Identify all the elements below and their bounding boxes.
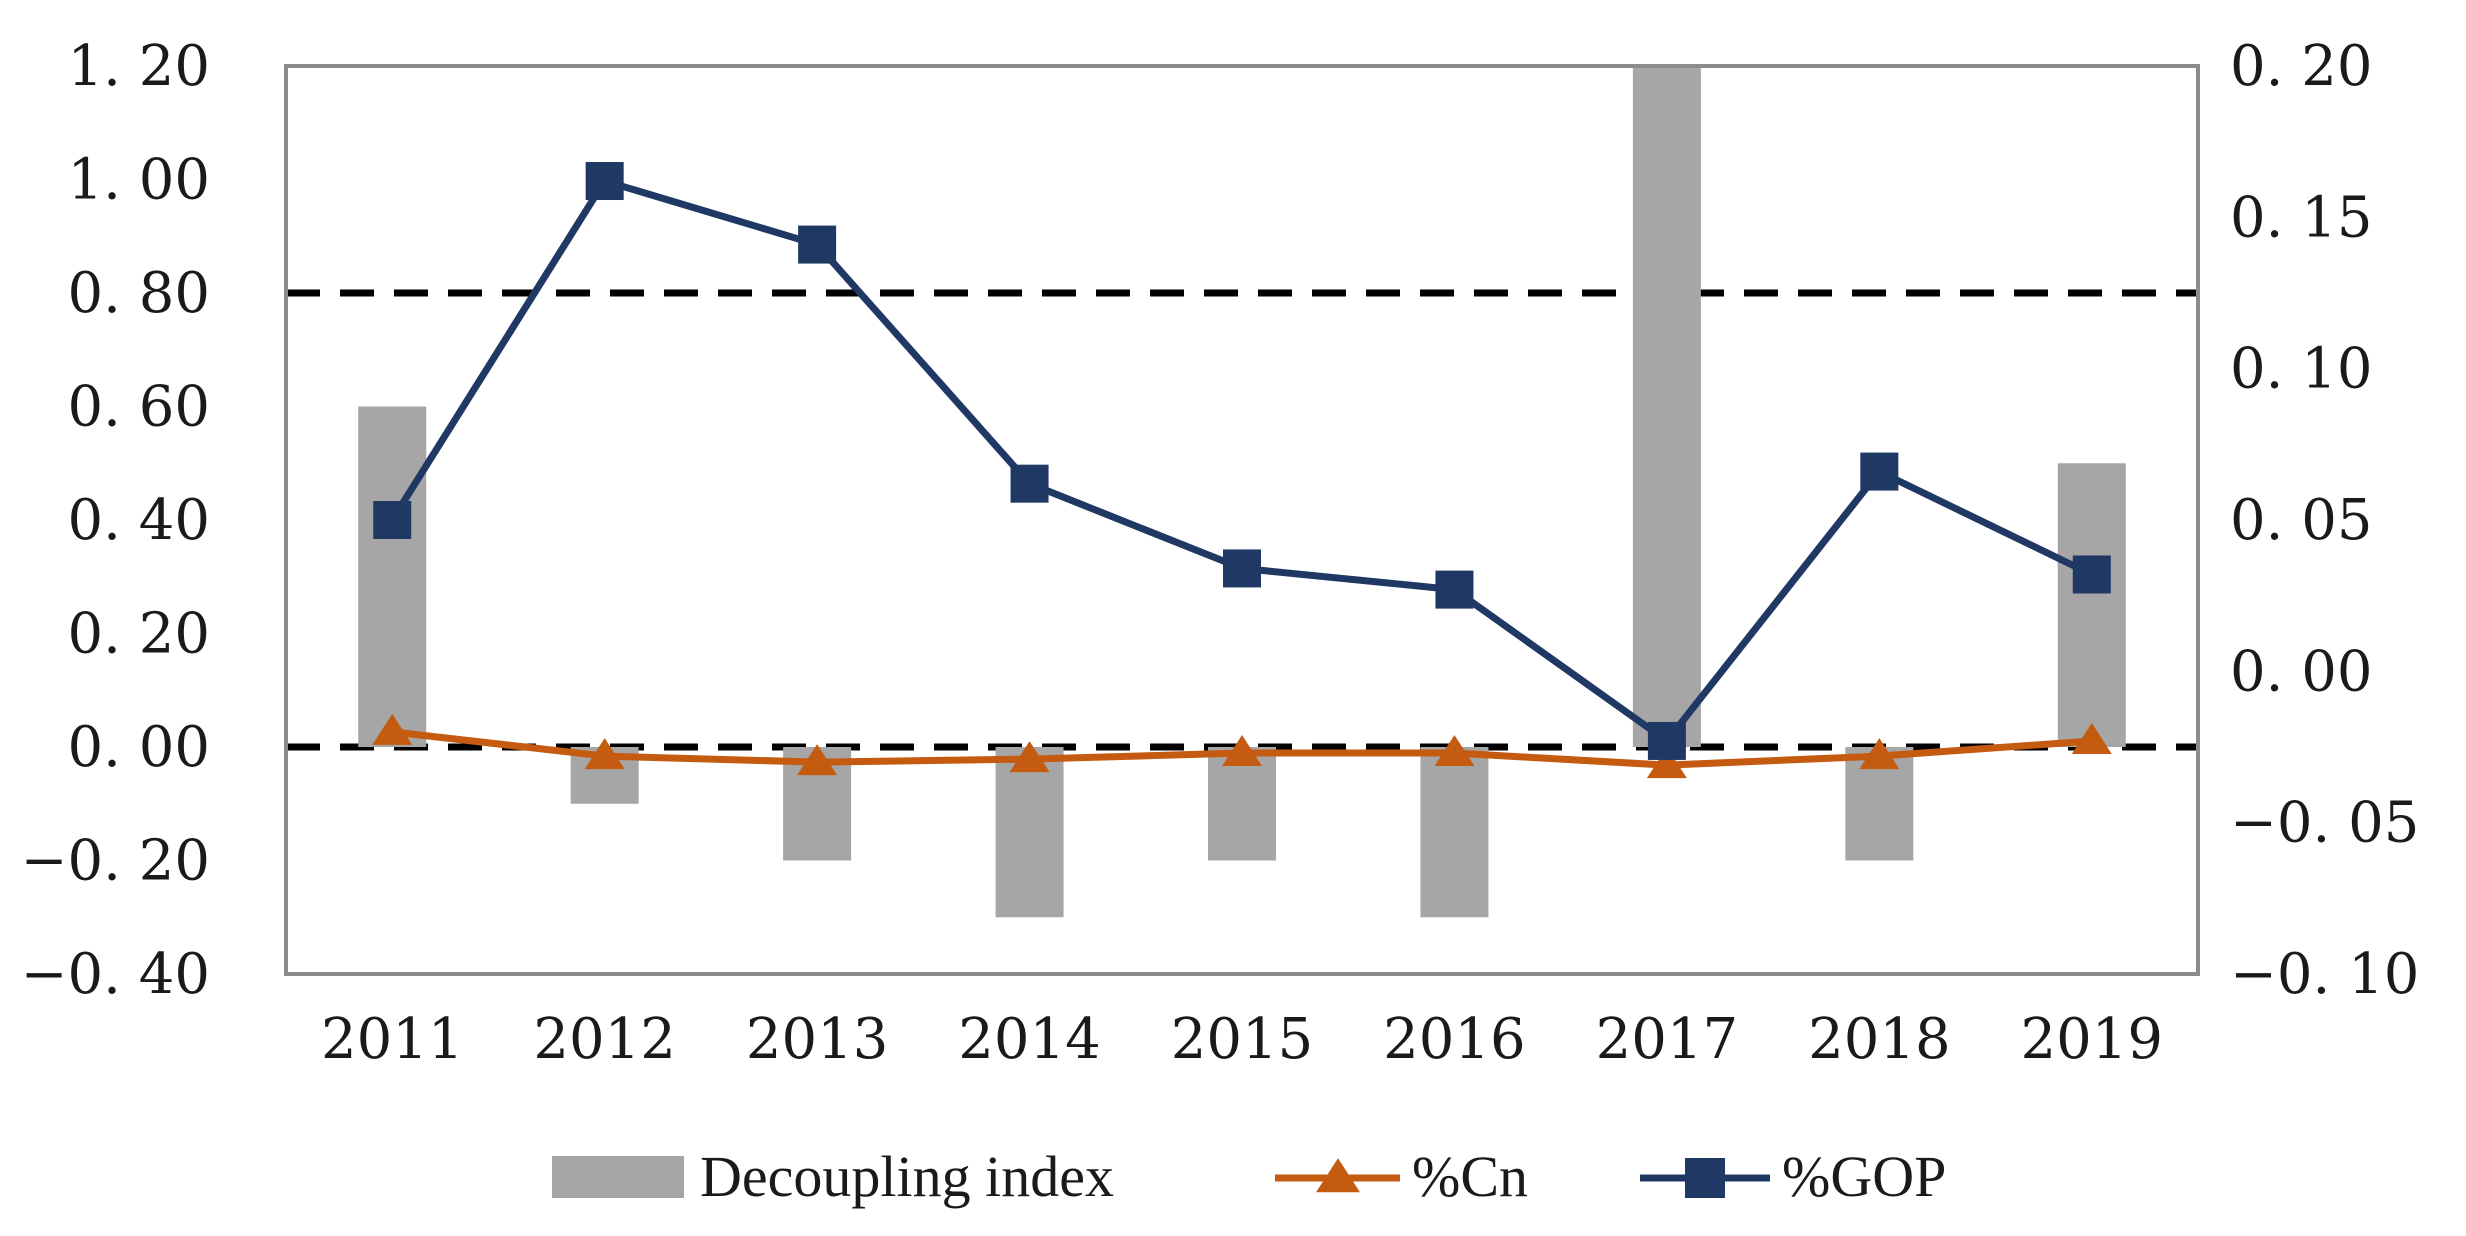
lines-layer (372, 162, 2112, 779)
left-tick-label: 0. 00 (68, 715, 211, 780)
marker-cn-2014 (1009, 741, 1050, 773)
marker-gop-2016 (1435, 570, 1474, 609)
x-tick-label: 2014 (958, 1007, 1101, 1072)
marker-gop-2018 (1860, 452, 1899, 491)
right-tick-label: 0. 00 (2230, 639, 2373, 704)
x-tick-label: 2013 (746, 1007, 889, 1072)
legend-label-gop: %GOP (1782, 1144, 1946, 1209)
legend: Decoupling index %Cn %GOP (552, 1144, 1946, 1209)
marker-gop-2014 (1010, 464, 1049, 503)
marker-cn-2019 (2071, 722, 2112, 754)
bar-2016 (1420, 747, 1489, 918)
x-tick-label: 2011 (321, 1007, 464, 1072)
left-tick-label: 1. 00 (68, 148, 211, 213)
marker-gop-2015 (1223, 549, 1261, 588)
right-tick-label: 0. 05 (2230, 488, 2373, 553)
legend-marker-cn (1316, 1158, 1360, 1193)
right-axis-labels: −0. 10 −0. 05 0. 00 0. 05 0. 10 0. 15 0. 20 (2230, 34, 2419, 1007)
right-tick-label: 0. 15 (2230, 185, 2373, 250)
legend-marker-gop (1685, 1158, 1725, 1198)
line-gop (389, 177, 2094, 745)
marker-gop-2012 (585, 162, 624, 201)
marker-gop-2011 (373, 501, 412, 539)
reference-lines (286, 289, 2198, 751)
legend-label-cn: %Cn (1412, 1144, 1528, 1209)
left-tick-label: 0. 40 (68, 488, 211, 553)
left-tick-label: 1. 20 (68, 34, 211, 99)
right-tick-label: 0. 20 (2230, 34, 2373, 99)
legend-swatch-decoupling-index (552, 1156, 684, 1198)
marker-gop-2019 (2072, 555, 2111, 594)
bar-2017 (1632, 66, 1701, 747)
marker-cn-2018 (1859, 738, 1900, 770)
right-tick-label: −0. 10 (2230, 942, 2419, 1007)
left-tick-label: −0. 40 (21, 942, 210, 1007)
bar-2019 (2057, 463, 2126, 747)
right-tick-label: −0. 05 (2230, 791, 2419, 856)
x-tick-label: 2018 (1808, 1007, 1951, 1072)
left-axis-labels: −0. 40 −0. 20 0. 00 0. 20 0. 40 0. 60 0. 80 1. … (21, 34, 210, 1007)
x-axis-labels: 2011 2012 2013 2014 2015 2016 2017 2018 2019 (321, 1007, 2163, 1072)
legend-label-decoupling-index: Decoupling index (700, 1144, 1114, 1209)
marker-gop-2017 (1647, 721, 1686, 760)
left-tick-label: 0. 20 (68, 602, 211, 667)
bar-2014 (995, 747, 1064, 918)
left-tick-label: 0. 60 (68, 375, 211, 440)
x-tick-label: 2012 (533, 1007, 676, 1072)
marker-gop-2013 (798, 225, 837, 264)
marker-cn-2016 (1434, 735, 1475, 767)
marker-cn-2017 (1646, 747, 1687, 779)
x-tick-label: 2015 (1171, 1007, 1314, 1072)
plot-area-frame (284, 64, 2200, 976)
right-tick-label: 0. 10 (2230, 337, 2373, 402)
left-tick-label: −0. 20 (21, 829, 210, 894)
marker-cn-2011 (372, 713, 413, 745)
bar-2011 (358, 406, 427, 747)
x-tick-label: 2019 (2021, 1007, 2164, 1072)
left-tick-label: 0. 80 (68, 261, 211, 326)
marker-cn-2012 (584, 738, 625, 770)
marker-cn-2015 (1222, 735, 1262, 767)
x-tick-label: 2016 (1383, 1007, 1526, 1072)
x-tick-label: 2017 (1596, 1007, 1739, 1072)
marker-cn-2013 (797, 744, 838, 776)
